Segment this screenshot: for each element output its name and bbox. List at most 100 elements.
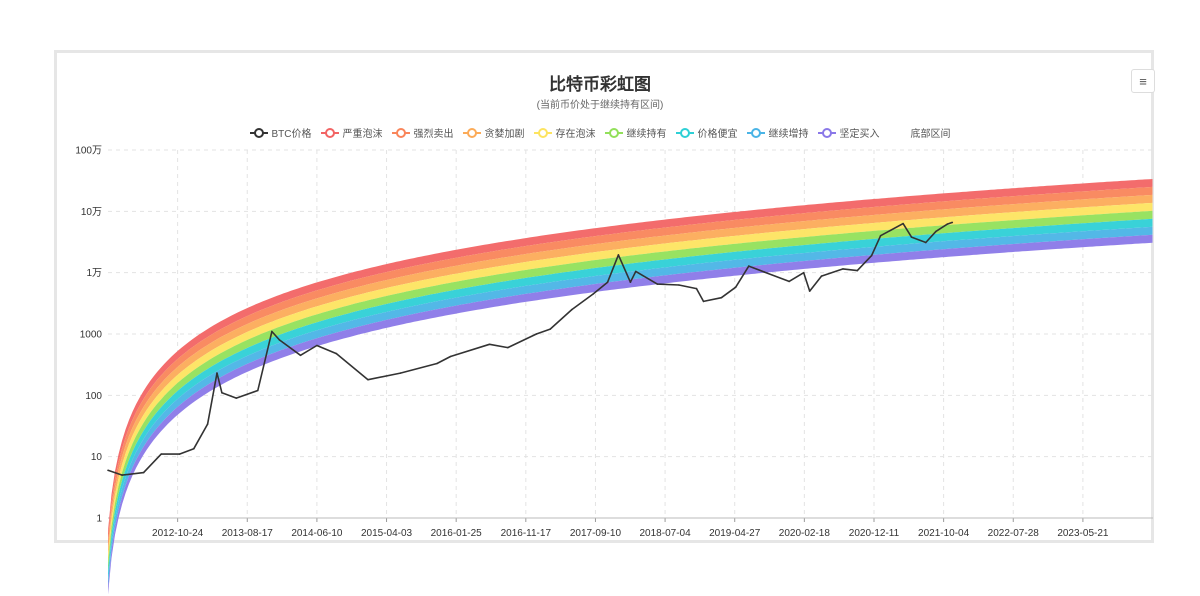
btc-price-point <box>946 223 949 225</box>
x-tick-label: 2018-07-04 <box>640 528 692 539</box>
btc-price-point <box>507 346 509 349</box>
btc-price-point <box>808 290 811 292</box>
chart-legend: BTC价格 严重泡沫 强烈卖出 贪婪加剧 存在泡沫 继续持有 价格便宜 继续增持 坚定买入 底部区… <box>0 125 1200 140</box>
x-tick-label: 2012-10-24 <box>152 528 204 539</box>
btc-price-point <box>617 254 620 256</box>
rainbow-band <box>108 226 1153 587</box>
btc-price-point <box>549 328 551 330</box>
btc-price-point <box>820 275 823 277</box>
btc-price-point <box>399 372 402 374</box>
btc-price-line <box>107 221 953 476</box>
chart-subtitle: (当前币价处于继续持有区间) <box>536 100 664 111</box>
btc-price-point <box>910 236 913 238</box>
legend-label: 强烈卖出 <box>413 129 454 140</box>
btc-price-point <box>121 474 123 476</box>
legend-item[interactable]: 贪婪加剧 <box>462 125 525 140</box>
x-tick-label: 2023-05-21 <box>1057 528 1109 539</box>
btc-price-point <box>870 254 873 257</box>
legend-item[interactable]: 坚定买入 <box>817 125 880 140</box>
btc-price-point <box>629 281 632 284</box>
legend-item[interactable]: 底部区间 <box>889 125 951 140</box>
rainbow-band <box>108 234 1153 595</box>
btc-price-point <box>178 453 181 455</box>
btc-price-point <box>635 270 637 273</box>
rainbow-band <box>108 210 1153 571</box>
btc-price-point <box>856 269 859 272</box>
x-tick-label: 2015-04-03 <box>361 528 413 539</box>
y-tick-label: 1万 <box>86 268 102 279</box>
btc-price-point <box>257 389 259 392</box>
btc-price-point <box>160 453 162 455</box>
legend-label: 继续持有 <box>626 129 667 140</box>
rainbow-band <box>108 202 1153 563</box>
chart-frame <box>54 50 1154 543</box>
legend-item[interactable]: 继续增持 <box>746 125 809 140</box>
btc-price-point <box>902 222 904 225</box>
menu-icon[interactable]: ≡ <box>1131 69 1155 93</box>
x-tick-label: 2019-04-27 <box>709 528 761 539</box>
btc-price-point <box>788 280 790 283</box>
y-tick-label: 1 <box>96 514 102 525</box>
btc-price-point <box>221 392 223 394</box>
x-tick-label: 2020-02-18 <box>779 528 831 539</box>
btc-price-point <box>367 378 369 381</box>
btc-price-point <box>449 355 452 358</box>
btc-price-point <box>571 308 573 311</box>
legend-symbol-icon <box>462 127 481 138</box>
legend-symbol-icon <box>604 127 623 138</box>
y-tick-label: 10 <box>91 452 103 463</box>
x-tick-label: 2021-10-04 <box>918 528 970 539</box>
chart-title: 比特币彩虹图 <box>549 75 651 94</box>
y-tick-label: 10万 <box>81 207 102 218</box>
btc-price-point <box>720 296 723 299</box>
legend-symbol-icon <box>817 127 836 138</box>
btc-price-point <box>235 397 238 399</box>
legend-item[interactable]: 严重泡沫 <box>320 125 383 140</box>
legend-item[interactable]: 强烈卖出 <box>391 125 454 140</box>
legend-symbol-icon <box>746 127 765 138</box>
btc-price-point <box>702 300 705 303</box>
btc-price-point <box>278 339 281 341</box>
x-tick-label: 2017-09-10 <box>570 528 622 539</box>
legend-symbol-icon <box>320 127 339 138</box>
legend-label: 存在泡沫 <box>555 129 596 140</box>
btc-price-point <box>316 344 318 347</box>
btc-price-point <box>656 283 659 285</box>
btc-price-point <box>216 372 218 374</box>
legend-symbol-icon <box>249 127 268 138</box>
btc-price-point <box>695 287 698 290</box>
rainbow-band <box>108 194 1153 555</box>
legend-item[interactable]: 继续持有 <box>604 125 667 140</box>
btc-price-point <box>951 221 954 224</box>
btc-price-point <box>271 330 273 333</box>
y-tick-label: 100万 <box>75 146 102 157</box>
legend-item[interactable]: BTC价格 <box>249 125 312 140</box>
btc-price-point <box>142 471 145 474</box>
legend-label: 坚定买入 <box>839 129 880 140</box>
x-tick-label: 2016-01-25 <box>431 528 483 539</box>
rainbow-band <box>108 218 1153 579</box>
btc-price-point <box>299 354 302 357</box>
legend-symbol-icon <box>675 127 694 138</box>
x-tick-label: 2016-11-17 <box>501 528 552 539</box>
btc-price-point <box>193 447 195 450</box>
legend-item[interactable]: 存在泡沫 <box>533 125 596 140</box>
legend-label: 贪婪加剧 <box>484 129 525 140</box>
btc-price-point <box>879 234 882 237</box>
legend-label: 价格便宜 <box>697 129 738 140</box>
rainbow-band <box>108 186 1153 547</box>
btc-price-point <box>488 343 491 346</box>
x-tick-label: 2022-07-28 <box>988 528 1040 539</box>
btc-price-point <box>335 352 338 355</box>
btc-price-point <box>535 333 538 335</box>
legend-symbol-icon <box>391 127 410 138</box>
legend-item[interactable]: 价格便宜 <box>675 125 738 140</box>
y-tick-label: 100 <box>85 391 102 402</box>
btc-price-point <box>935 230 937 233</box>
btc-price-point <box>748 265 750 267</box>
legend-label: 继续增持 <box>768 129 809 140</box>
btc-price-point <box>842 268 844 270</box>
legend-label: 严重泡沫 <box>342 129 383 140</box>
y-tick-label: 1000 <box>80 330 103 341</box>
btc-price-point <box>592 293 595 295</box>
